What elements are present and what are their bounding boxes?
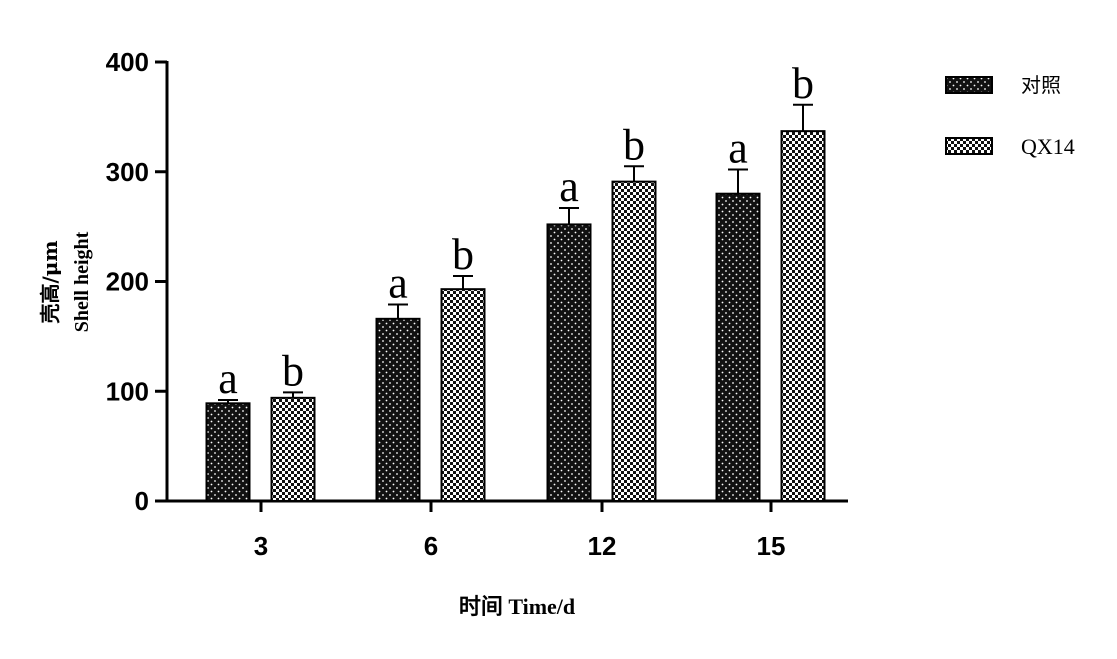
- legend-swatch-qx14: [945, 137, 993, 155]
- error-bars: [218, 103, 813, 404]
- bar-qx14-15: [780, 130, 826, 503]
- significance-letter-qx14-12: b: [623, 120, 645, 169]
- bar-control-12: [546, 223, 592, 502]
- bar-control-15: [715, 192, 761, 502]
- significance-letter-control-3: a: [218, 354, 238, 403]
- x-axis-title: 时间 Time/d: [459, 594, 575, 619]
- x-tick-label: 12: [588, 531, 617, 561]
- y-tick-label: 400: [106, 47, 149, 77]
- significance-letter-qx14-6: b: [452, 230, 474, 279]
- significance-letter-qx14-3: b: [282, 346, 304, 395]
- y-axis-title-line-1: 壳高/μm: [38, 240, 62, 324]
- significance-letter-control-15: a: [728, 124, 748, 173]
- bar-qx14-3: [270, 396, 316, 502]
- legend: 对照 QX14: [945, 73, 1075, 159]
- legend-item-control: 对照: [945, 73, 1061, 97]
- significance-letter-qx14-15: b: [792, 59, 814, 108]
- legend-label-qx14: QX14: [1021, 134, 1075, 159]
- significance-letter-control-12: a: [559, 162, 579, 211]
- y-tick-label: 200: [106, 267, 149, 297]
- bars: [205, 130, 826, 503]
- x-tick-label: 6: [424, 531, 438, 561]
- y-tick-label: 0: [135, 486, 149, 516]
- legend-label-control: 对照: [1021, 73, 1061, 97]
- x-tick-label: 3: [254, 531, 268, 561]
- y-tick-label: 100: [106, 376, 149, 406]
- legend-swatch-control: [945, 76, 993, 94]
- bar-qx14-12: [611, 180, 657, 502]
- y-axis-title-line-2: Shell height: [71, 231, 93, 332]
- legend-item-qx14: QX14: [945, 134, 1075, 159]
- significance-letter-control-6: a: [388, 259, 408, 308]
- x-tick-label: 15: [757, 531, 786, 561]
- bar-control-3: [205, 402, 251, 503]
- bar-control-6: [375, 317, 421, 502]
- y-tick-label: 300: [106, 157, 149, 187]
- bar-qx14-6: [440, 288, 486, 502]
